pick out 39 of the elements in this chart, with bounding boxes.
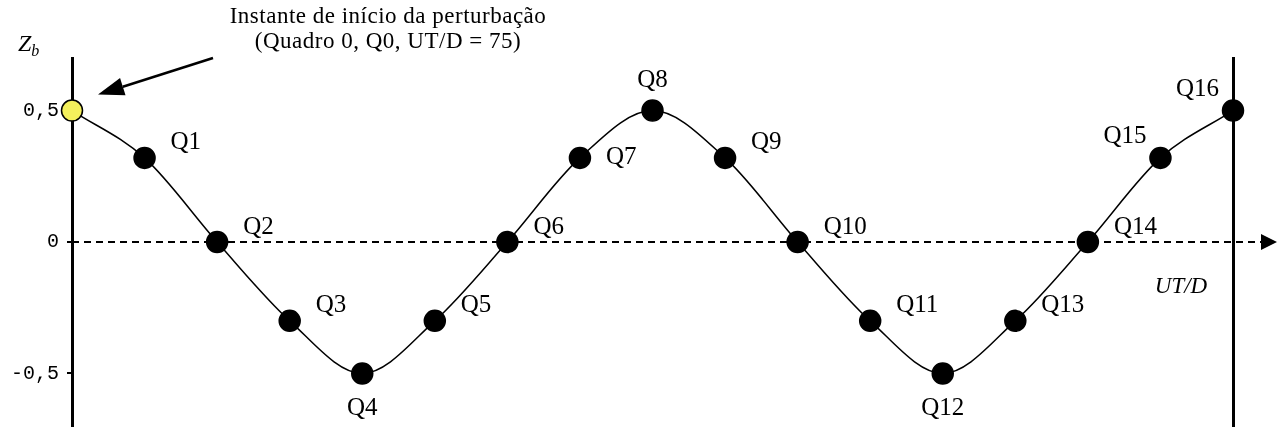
- point: [205, 230, 229, 254]
- data-label: Q4: [346, 392, 379, 420]
- data-label: Q5: [460, 290, 492, 318]
- point: [1149, 146, 1172, 170]
- data-label: Q14: [1113, 211, 1158, 239]
- point: [133, 146, 156, 170]
- point: [496, 230, 519, 254]
- data-label: Q16: [1175, 74, 1219, 102]
- point: [931, 362, 954, 385]
- point: [1076, 230, 1100, 254]
- point: [1221, 99, 1245, 122]
- data-label: Q7: [605, 142, 637, 170]
- data-label: Q8: [637, 65, 668, 93]
- point: [60, 99, 84, 122]
- data-label: Q11: [896, 290, 939, 318]
- y-tick-label: 0,5: [22, 98, 59, 122]
- data-label: Q9: [751, 127, 782, 155]
- point: [858, 309, 882, 333]
- x-axis-title: UT/D: [1154, 273, 1208, 299]
- data-label: Q15: [1103, 121, 1147, 149]
- point: [1004, 309, 1027, 333]
- data-label: Q6: [533, 211, 564, 239]
- point: [351, 362, 374, 385]
- point: [641, 99, 664, 122]
- data-label: Q10: [823, 211, 867, 239]
- point: [713, 146, 737, 170]
- text: Instante de início da perturbação (Quadro 0, Q0, UT/D = 75): [228, 3, 548, 53]
- data-label: Q1: [170, 127, 202, 155]
- y-tick-label: -0,5: [10, 361, 59, 385]
- point: [423, 309, 447, 333]
- y-tick-label: 0: [46, 230, 59, 254]
- data-label: Q3: [315, 290, 347, 318]
- y-axis-title: Z$_{b}$: [18, 30, 40, 59]
- point: [568, 146, 592, 170]
- point: [278, 309, 301, 333]
- data-label: Q13: [1041, 290, 1085, 318]
- data-label: Q12: [921, 392, 965, 420]
- point: [786, 230, 809, 254]
- data-label: Q2: [243, 211, 274, 239]
